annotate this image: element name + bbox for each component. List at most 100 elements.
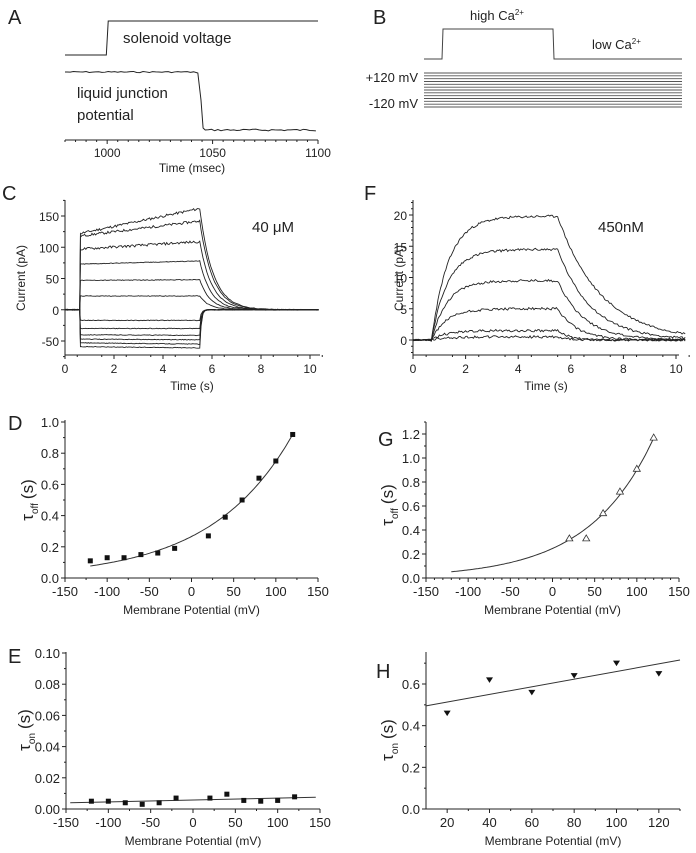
y-label-unit: (s): [18, 479, 37, 499]
data-point: [582, 534, 591, 542]
y-tick-label: 0: [400, 334, 407, 348]
data-point: [138, 552, 144, 558]
y-tick-label: 0.2: [41, 540, 59, 555]
panel-g: -150 -100 -50 0 50 100 150 0.0 0.2 0.4 0.6 0.8 1.0 1.…: [378, 421, 690, 617]
x-tick-label: 50: [228, 815, 242, 830]
x-tick-label: 80: [567, 815, 581, 830]
x-tick-label: 1000: [94, 146, 121, 160]
y-tick-label: 20: [394, 209, 408, 223]
vmin-label: -120 mV: [369, 96, 418, 111]
y-tick-label: 50: [46, 273, 60, 287]
x-tick-label: 60: [525, 815, 539, 830]
x-tick-label: 1100: [305, 146, 331, 160]
superscript: 2+: [515, 8, 524, 17]
current-trace: [64, 240, 319, 311]
current-trace: [412, 278, 686, 342]
x-tick-label: 0: [188, 584, 195, 599]
y-tick-label: 150: [39, 210, 59, 224]
superscript: 2+: [632, 37, 641, 46]
y-tick-label: 0.0: [402, 571, 420, 586]
current-trace: [412, 247, 686, 342]
panel-label-e: E: [8, 646, 21, 668]
data-point: [122, 800, 128, 806]
panel-label-d: D: [8, 413, 22, 435]
data-point: [275, 797, 281, 803]
data-point: [649, 433, 658, 441]
x-tick-label: 6: [209, 362, 216, 376]
y-tick-label: 0.4: [402, 719, 420, 734]
data-point: [655, 671, 663, 677]
y-tick-label: 10: [394, 272, 408, 286]
panel-e: -150 -100 -50 0 50 100 150 0.00 0.02 0.04 0.06 0.08…: [15, 646, 331, 848]
x-tick-label: 0: [189, 815, 196, 830]
y-tick-label: 0.0: [41, 571, 59, 586]
x-axis-label: Membrane Potential (mV): [123, 603, 260, 617]
data-point: [528, 689, 536, 696]
y-tick-label: 0.02: [35, 771, 60, 786]
concentration-label: 450nM: [598, 219, 644, 236]
x-tick-label: 120: [648, 815, 670, 830]
fit-curve: [425, 659, 681, 707]
data-point: [570, 673, 578, 679]
data-point: [88, 798, 94, 804]
y-label-unit: (s): [378, 719, 397, 739]
y-tick-label: 0.00: [35, 802, 60, 817]
x-tick-label: -100: [95, 815, 121, 830]
data-point: [613, 660, 620, 667]
data-point: [205, 533, 211, 539]
y-tick-label: 0.8: [41, 446, 59, 461]
x-tick-label: 100: [267, 815, 289, 830]
data-point: [290, 431, 296, 437]
x-tick-label: 40: [482, 815, 496, 830]
data-point: [207, 795, 213, 801]
data-point: [172, 545, 178, 551]
data-point: [239, 497, 245, 503]
liquid-junction-potential-trace: [64, 70, 316, 132]
data-point: [598, 508, 608, 517]
y-tick-label: 0.10: [35, 646, 60, 661]
data-point: [486, 677, 493, 683]
y-label-symbol: τ: [18, 514, 37, 521]
y-label-symbol: τ: [378, 754, 397, 761]
current-trace: [412, 306, 686, 342]
data-point: [615, 487, 625, 495]
x-tick-label: 100: [606, 815, 628, 830]
y-tick-label: 0.08: [35, 677, 60, 692]
y-label-subscript: off: [390, 508, 401, 519]
panel-label-g: G: [378, 429, 394, 451]
fit-curve: [451, 437, 655, 573]
panel-label-b: B: [373, 7, 386, 29]
current-trace: [412, 328, 686, 342]
y-axis-label: τoff (s): [18, 479, 41, 520]
panel-label-h: H: [376, 661, 390, 683]
y-tick-label: 1.0: [41, 415, 59, 430]
data-point: [273, 458, 279, 464]
y-label-subscript: on: [27, 733, 38, 744]
data-point: [121, 555, 127, 561]
y-tick-label: 0.6: [402, 677, 420, 692]
y-tick-label: 0.2: [402, 760, 420, 775]
y-tick-label: 0: [52, 304, 59, 318]
x-tick-label: 10: [669, 362, 683, 376]
current-trace: [64, 308, 319, 349]
x-axis-label: Membrane Potential (mV): [484, 603, 621, 617]
x-tick-label: 4: [160, 362, 167, 376]
data-point: [258, 798, 264, 804]
x-tick-label: 20: [440, 815, 454, 830]
vmax-label: +120 mV: [366, 70, 419, 85]
y-tick-label: 5: [400, 303, 407, 317]
x-tick-label: 50: [587, 584, 601, 599]
x-tick-label: -50: [501, 584, 520, 599]
x-tick-label: 1050: [199, 146, 226, 160]
panel-a: 1000 1050 1100 Time (msec) solenoid voltage l…: [64, 20, 331, 175]
data-point: [104, 555, 110, 561]
x-axis-label: Membrane Potential (mV): [125, 834, 262, 848]
x-tick-label: -150: [413, 584, 439, 599]
ljp-label-line2: potential: [77, 107, 134, 124]
y-tick-label: 0.4: [402, 523, 420, 538]
y-tick-label: 100: [39, 241, 59, 255]
y-tick-label: 0.0: [402, 802, 420, 817]
y-label-symbol: τ: [378, 519, 397, 526]
y-tick-label: 0.04: [35, 740, 60, 755]
